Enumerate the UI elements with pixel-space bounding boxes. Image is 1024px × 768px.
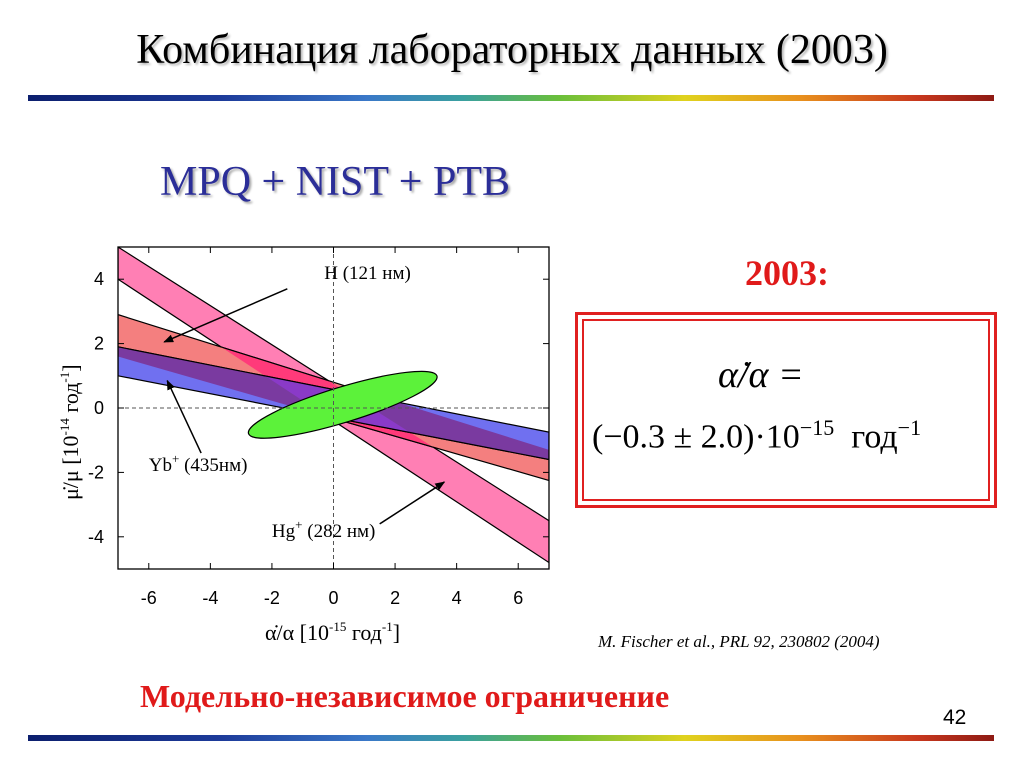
x-axis-label: α̇/α [10-15 год-1] xyxy=(265,619,400,645)
y-tick-label: 0 xyxy=(94,398,104,418)
citation: M. Fischer et al., PRL 92, 230802 (2004) xyxy=(598,632,880,651)
hg-label-arrow xyxy=(379,481,446,525)
yb-label: Yb+ (435нм) xyxy=(149,451,248,476)
year-label: 2003: xyxy=(745,253,829,293)
formula-unit: год xyxy=(851,418,898,456)
formula-line-1: α̇/α = xyxy=(718,354,804,396)
x-tick-label: -4 xyxy=(202,588,218,608)
result-formula-box: α̇/α = (−0.3 ± 2.0)·10−15 год−1 xyxy=(575,312,997,508)
yb-label-arrow xyxy=(166,379,202,454)
x-tick-label: -2 xyxy=(264,588,280,608)
subtitle: MPQ + NIST + PTB xyxy=(160,159,511,205)
top-gradient-rule xyxy=(28,95,994,101)
y-tick-label: -2 xyxy=(88,462,104,482)
x-tick-label: -6 xyxy=(141,588,157,608)
x-tick-label: 6 xyxy=(513,588,523,608)
x-tick-label: 4 xyxy=(452,588,462,608)
slide-title: Комбинация лабораторных данных (2003) xyxy=(136,27,888,73)
page-number: 42 xyxy=(943,706,967,729)
y-tick-label: 2 xyxy=(94,334,104,354)
x-tick-label: 0 xyxy=(328,588,338,608)
y-axis-label: μ̇/μ [10-14 год-1] xyxy=(57,364,83,500)
confidence-ellipse xyxy=(247,370,438,439)
formula-line-2: (−0.3 ± 2.0)·10−15 год−1 xyxy=(592,415,921,456)
x-tick-label: 2 xyxy=(390,588,400,608)
formula-exponent: −15 xyxy=(799,415,835,440)
footer-statement: Модельно-независимое ограничение xyxy=(140,678,670,714)
y-tick-label: -4 xyxy=(88,527,104,547)
h-label: H (121 нм) xyxy=(324,263,411,284)
bottom-gradient-rule xyxy=(28,735,994,741)
hg-label: Hg+ (282 нм) xyxy=(272,517,375,542)
y-tick-label: 4 xyxy=(94,269,104,289)
formula-unit-exponent: −1 xyxy=(897,415,922,440)
plot-area xyxy=(118,247,549,569)
h-label-arrow xyxy=(163,288,288,343)
formula-value: (−0.3 ± 2.0)·10 xyxy=(592,418,800,456)
